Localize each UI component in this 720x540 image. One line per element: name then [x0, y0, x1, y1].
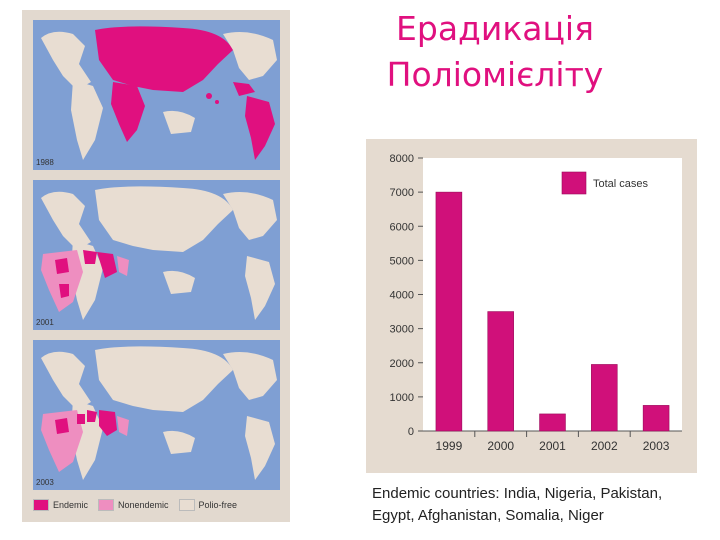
- map-year-label: 2003: [36, 478, 54, 487]
- legend-polio-free: Polio-free: [178, 499, 238, 511]
- x-tick-label: 2002: [591, 439, 618, 453]
- plot-area: [423, 158, 682, 431]
- bar-chart-svg: 0 1000 2000 3000 4000 5000 6000 7000 8000 1999 200…: [390, 153, 682, 453]
- legend-swatch: [98, 499, 115, 511]
- map-legend: Endemic Nonendemic Polio-free: [33, 495, 280, 515]
- legend-label: Polio-free: [198, 500, 238, 510]
- bar: [539, 413, 566, 432]
- map-panel-2001: 2001: [33, 180, 280, 330]
- bar: [435, 191, 463, 432]
- y-tick-label: 8000: [390, 153, 414, 165]
- legend-swatch: [561, 171, 587, 195]
- map-panel-1988: 1988: [33, 20, 280, 170]
- legend-label: Total cases: [593, 178, 649, 190]
- polio-maps-figure: 1988 2001: [22, 10, 290, 522]
- slide-title: Ерадикація Поліомієліту: [345, 6, 645, 98]
- title-line-1: Ерадикація: [396, 9, 594, 48]
- x-tick-label: 2003: [643, 439, 670, 453]
- y-tick-label: 7000: [390, 187, 414, 199]
- y-tick-label: 3000: [390, 324, 414, 336]
- legend-swatch: [33, 499, 49, 511]
- world-map-2001: [41, 186, 277, 320]
- x-tick-label: 2000: [487, 439, 514, 453]
- legend-nonendemic: Nonendemic: [98, 499, 169, 511]
- legend-swatch: [178, 499, 195, 511]
- footer-line-1: Endemic countries: India, Nigeria, Pakis…: [372, 485, 663, 502]
- x-tick-label: 1999: [436, 439, 463, 453]
- y-tick-label: 6000: [390, 221, 414, 233]
- y-tick-label: 2000: [390, 358, 414, 370]
- bar: [642, 405, 670, 432]
- endemic-countries-note: Endemic countries: India, Nigeria, Pakis…: [372, 483, 712, 527]
- legend-endemic: Endemic: [33, 499, 88, 511]
- y-tick-label: 5000: [390, 255, 414, 267]
- map-panel-2003: 2003: [33, 340, 280, 490]
- footer-line-2: Egypt, Afghanistan, Somalia, Niger: [372, 507, 604, 524]
- bar: [487, 311, 514, 432]
- y-tick-label: 0: [408, 426, 414, 438]
- world-map-2003: [41, 346, 277, 480]
- legend-label: Nonendemic: [118, 500, 169, 510]
- cases-chart: 0 1000 2000 3000 4000 5000 6000 7000 8000 1999 200…: [366, 139, 697, 473]
- map-year-label: 1988: [36, 158, 54, 167]
- bar: [591, 364, 618, 432]
- y-tick-label: 1000: [390, 392, 414, 404]
- x-tick-label: 2001: [539, 439, 566, 453]
- title-line-2: Поліомієліту: [386, 55, 604, 94]
- world-map-1988: [41, 26, 277, 160]
- y-tick-label: 4000: [390, 290, 414, 302]
- legend-label: Endemic: [53, 500, 89, 510]
- map-year-label: 2001: [36, 318, 54, 327]
